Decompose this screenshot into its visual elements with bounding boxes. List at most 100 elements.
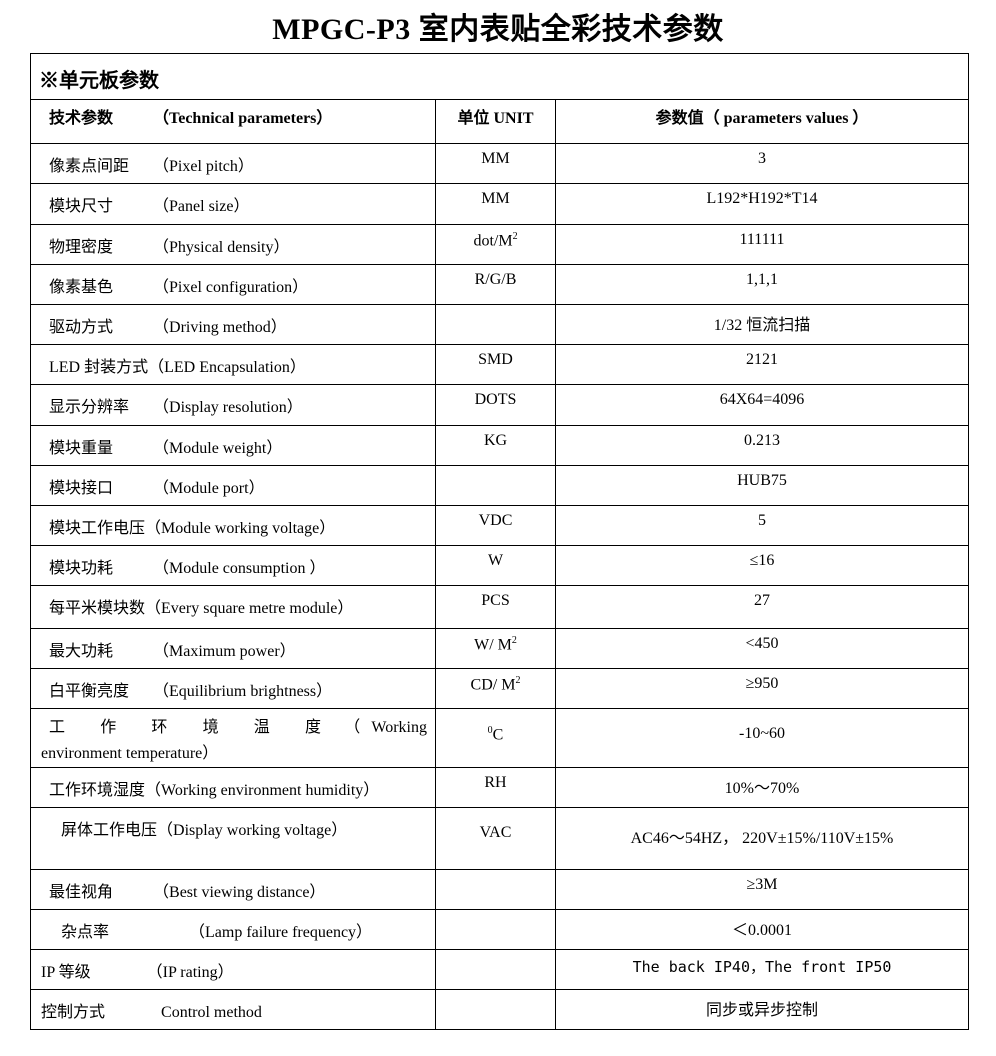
- param-cell: 模块接口 （Module port）: [30, 465, 436, 506]
- param-en: （Pixel configuration）: [153, 279, 309, 296]
- unit-cell: SMD: [435, 344, 556, 385]
- unit-cell: [435, 869, 556, 910]
- header-param-cn: 技术参数: [49, 110, 114, 127]
- param-en: （Driving method）: [153, 319, 287, 336]
- unit-superscript: 0: [487, 725, 493, 736]
- param-cn: 工作环境湿度: [49, 782, 146, 799]
- param-cell: 每平米模块数（Every square metre module）: [30, 585, 436, 629]
- unit-text: DOTS: [474, 391, 517, 408]
- unit-cell: [435, 304, 556, 345]
- table-row: 模块重量 （Module weight） KG 0.213: [30, 425, 969, 466]
- value-cell: -10~60: [555, 708, 969, 768]
- param-cn: 最大功耗: [49, 643, 114, 660]
- unit-cell: PCS: [435, 585, 556, 629]
- unit-text: C: [492, 726, 504, 744]
- table-row: 像素基色 （Pixel configuration） R/G/B 1,1,1: [30, 264, 969, 305]
- param-en: （Physical density）: [153, 239, 290, 256]
- header-row: 技术参数 （Technical parameters） 单位 UNIT 参数值（ …: [30, 99, 969, 144]
- unit-superscript: 2: [511, 635, 517, 646]
- param-cn: 驱动方式: [49, 319, 114, 336]
- param-cell: 工 作 环 境 温 度 （ Working environment temper…: [30, 708, 436, 768]
- param-en: （Module weight）: [153, 440, 283, 457]
- param-cn: 控制方式: [41, 1004, 106, 1021]
- unit-text: MM: [481, 190, 510, 207]
- unit-text: VAC: [479, 824, 512, 841]
- param-en: （Best viewing distance）: [153, 884, 326, 901]
- value-cell: ≥3M: [555, 869, 969, 910]
- param-en: （Working environment humidity）: [145, 782, 380, 799]
- param-cell: 最大功耗 （Maximum power）: [30, 628, 436, 669]
- param-cn: 显示分辨率: [49, 399, 130, 416]
- value-cell: 3: [555, 143, 969, 184]
- param-cell: 驱动方式 （Driving method）: [30, 304, 436, 345]
- param-cell: LED 封装方式（LED Encapsulation）: [30, 344, 436, 385]
- unit-text: dot/M: [473, 232, 513, 250]
- value-cell: 1/32 恒流扫描: [555, 304, 969, 345]
- value-cell: ＜0.0001: [555, 909, 969, 950]
- unit-text: W: [487, 552, 504, 569]
- param-cell: 模块重量 （Module weight）: [30, 425, 436, 466]
- param-en: （Panel size）: [153, 198, 250, 215]
- unit-cell: W: [435, 545, 556, 586]
- section-row: ※单元板参数: [30, 53, 969, 100]
- unit-text: PCS: [481, 592, 510, 609]
- table-row: LED 封装方式（LED Encapsulation） SMD 2121: [30, 344, 969, 385]
- param-en: （Display resolution）: [153, 399, 303, 416]
- unit-text: KG: [483, 432, 508, 449]
- param-en: Control method: [161, 1004, 262, 1021]
- value-cell: L192*H192*T14: [555, 183, 969, 225]
- value-cell: The back IP40，The front IP50: [555, 949, 969, 990]
- param-cell: 模块尺寸 （Panel size）: [30, 183, 436, 225]
- param-en: （Module consumption ）: [153, 560, 326, 577]
- table-row: 模块功耗 （Module consumption ） W ≤16: [30, 545, 969, 586]
- value-cell: 10%～70%: [555, 767, 969, 808]
- param-cn: 模块重量: [49, 440, 114, 457]
- param-cn: 模块功耗: [49, 560, 114, 577]
- table-row: 工作环境湿度（Working environment humidity） RH 10…: [30, 767, 969, 808]
- param-en: （Equilibrium brightness）: [153, 683, 333, 700]
- header-param: 技术参数 （Technical parameters）: [30, 99, 436, 144]
- table-row: 模块接口 （Module port） HUB75: [30, 465, 969, 506]
- value-cell: ≥950: [555, 668, 969, 709]
- header-unit: 单位 UNIT: [435, 99, 556, 144]
- value-cell: 2121: [555, 344, 969, 385]
- value-cell: 1,1,1: [555, 264, 969, 305]
- page-title: MPGC-P3 室内表贴全彩技术参数: [272, 13, 724, 46]
- unit-cell: [435, 465, 556, 506]
- table-row: 最大功耗 （Maximum power） W/ M2 <450: [30, 628, 969, 669]
- param-cell: 最佳视角 （Best viewing distance）: [30, 869, 436, 910]
- param-cell: 模块工作电压（Module working voltage）: [30, 505, 436, 546]
- param-en: （Maximum power）: [153, 643, 296, 660]
- unit-cell: [435, 949, 556, 990]
- unit-cell: 0C: [435, 708, 556, 768]
- param-cell: 模块功耗 （Module consumption ）: [30, 545, 436, 586]
- param-cn: 像素点间距: [49, 158, 130, 175]
- value-cell: ≤16: [555, 545, 969, 586]
- unit-cell: W/ M2: [435, 628, 556, 669]
- param-en: （LED Encapsulation）: [148, 359, 306, 376]
- param-en: （Lamp failure frequency）: [189, 924, 373, 941]
- table-row: 驱动方式 （Driving method） 1/32 恒流扫描: [30, 304, 969, 345]
- unit-text: W/ M: [474, 636, 512, 654]
- unit-cell: MM: [435, 183, 556, 225]
- unit-cell: MM: [435, 143, 556, 184]
- param-cn: 工 作 环 境 温 度: [49, 719, 337, 736]
- unit-cell: dot/M2: [435, 224, 556, 265]
- unit-cell: RH: [435, 767, 556, 808]
- param-en: （ Working environment temperature）: [41, 719, 427, 762]
- value-cell: 同步或异步控制: [555, 989, 969, 1030]
- unit-cell: [435, 909, 556, 950]
- param-en: （IP rating）: [146, 964, 234, 981]
- param-cn: 屏体工作电压: [61, 822, 158, 839]
- table-row: 控制方式 Control method 同步或异步控制: [30, 989, 969, 1030]
- value-cell: 111111: [555, 224, 969, 265]
- unit-text: R/G/B: [474, 271, 517, 288]
- param-cell: 显示分辨率 （Display resolution）: [30, 384, 436, 426]
- param-cn: 模块工作电压: [49, 520, 146, 537]
- param-en: （Module port）: [153, 480, 265, 497]
- table-row: 物理密度 （Physical density） dot/M2 111111: [30, 224, 969, 265]
- param-cell: 像素基色 （Pixel configuration）: [30, 264, 436, 305]
- unit-superscript: 2: [515, 675, 521, 686]
- param-cell: IP 等级 （IP rating）: [30, 949, 436, 990]
- header-value: 参数值（ parameters values ）: [555, 99, 969, 144]
